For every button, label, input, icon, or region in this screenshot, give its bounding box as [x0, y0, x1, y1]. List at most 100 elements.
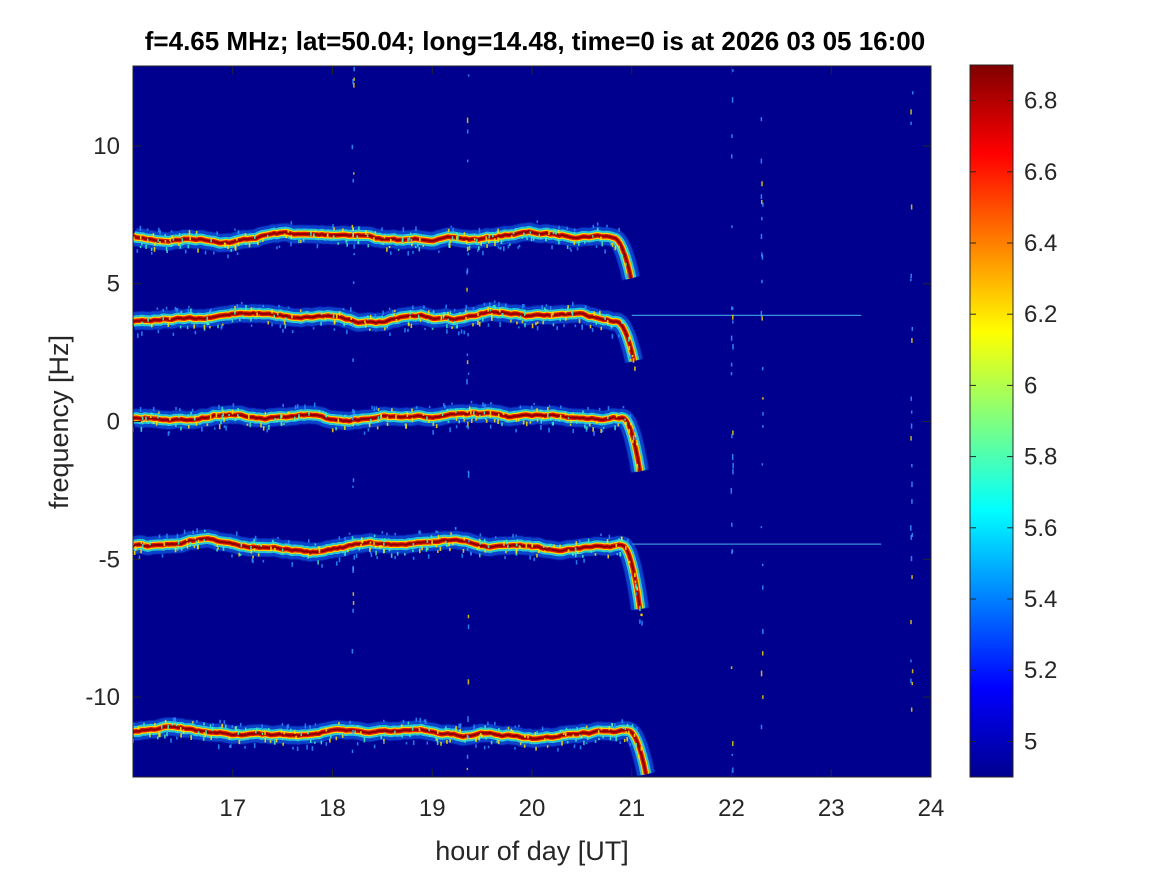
speckle [911, 481, 913, 488]
x-tick-label: 23 [818, 795, 845, 822]
speckle [911, 91, 914, 95]
speckle [467, 736, 470, 739]
speckle [466, 159, 469, 163]
speckle [352, 478, 355, 483]
y-tick-label: 0 [107, 409, 120, 436]
speckle [911, 499, 913, 504]
speckle [352, 421, 354, 427]
speckle [731, 522, 733, 527]
doppler-trace [133, 717, 655, 777]
speckle [910, 525, 912, 531]
speckle [467, 421, 469, 427]
speckle [351, 415, 354, 421]
speckle [730, 487, 733, 494]
speckle [467, 472, 470, 478]
x-tick-label: 22 [718, 795, 745, 822]
colorbar-tick-label: 5.2 [1024, 657, 1057, 684]
colorbar-tick-label: 5.8 [1024, 444, 1057, 471]
colorbar-tick-label: 6 [1024, 372, 1037, 399]
speckle [467, 426, 469, 430]
x-tick-label: 18 [319, 795, 346, 822]
speckle [911, 681, 914, 686]
speckle [353, 252, 355, 256]
speckle [352, 322, 354, 328]
speckle [732, 462, 734, 469]
colorbar-tick-label: 5 [1024, 728, 1037, 755]
speckle [910, 278, 912, 282]
speckle [467, 470, 470, 473]
speckle [761, 563, 764, 567]
speckle [352, 592, 355, 596]
speckle [762, 585, 764, 590]
speckle [910, 707, 913, 712]
speckle [732, 314, 734, 320]
speckle [760, 158, 763, 164]
speckle [352, 567, 354, 574]
speckle [353, 172, 355, 175]
speckle [732, 307, 734, 310]
speckle [732, 344, 734, 350]
speckle [351, 144, 354, 150]
y-axis-label: frequency [Hz] [44, 335, 74, 509]
speckle [352, 178, 354, 183]
speckle [910, 619, 912, 625]
speckle [730, 362, 733, 367]
speckle [730, 371, 733, 376]
speckle [911, 532, 914, 537]
speckle [352, 601, 355, 605]
speckle [466, 117, 469, 124]
speckle [352, 79, 354, 85]
speckle [466, 360, 469, 365]
speckle [760, 194, 763, 199]
speckle [911, 575, 913, 579]
speckle [466, 353, 469, 356]
speckle [732, 430, 734, 436]
speckle [910, 678, 912, 684]
speckle [466, 547, 469, 551]
speckle [911, 337, 913, 343]
speckle [468, 539, 470, 543]
speckle [762, 411, 764, 416]
speckle [731, 453, 734, 460]
speckle [911, 327, 914, 331]
speckle [467, 372, 470, 375]
speckle [353, 82, 355, 88]
speckle [760, 724, 763, 730]
colorbar-tick-label: 6.8 [1024, 88, 1057, 115]
speckle [731, 306, 733, 311]
speckle [911, 669, 914, 674]
speckle [352, 281, 355, 285]
speckle [762, 628, 764, 635]
speckle [352, 358, 354, 362]
speckle [760, 526, 763, 529]
speckle [760, 670, 763, 677]
y-tick-label: -5 [99, 546, 120, 573]
x-tick-label: 17 [219, 795, 246, 822]
speckle [466, 270, 468, 275]
x-tick-label: 19 [419, 795, 446, 822]
speckle [762, 397, 764, 400]
speckle [761, 252, 763, 257]
speckle [910, 121, 912, 125]
speckle [910, 534, 913, 540]
speckle [730, 154, 733, 159]
speckle [732, 69, 734, 72]
x-tick-label: 20 [519, 795, 546, 822]
speckle [352, 608, 354, 613]
speckle [731, 97, 734, 103]
speckle [352, 232, 354, 238]
speckle [351, 224, 354, 228]
speckle [910, 410, 913, 414]
y-tick-label: 5 [107, 271, 120, 298]
speckle [761, 366, 764, 371]
speckle [760, 310, 763, 317]
speckle [911, 463, 913, 468]
speckle [761, 181, 763, 187]
speckle [467, 679, 470, 685]
colorbar [969, 64, 1014, 778]
x-axis-label: hour of day [UT] [435, 836, 629, 866]
speckle [761, 199, 763, 205]
colorbar-tick-label: 6.4 [1024, 230, 1057, 257]
speckle [466, 287, 468, 292]
